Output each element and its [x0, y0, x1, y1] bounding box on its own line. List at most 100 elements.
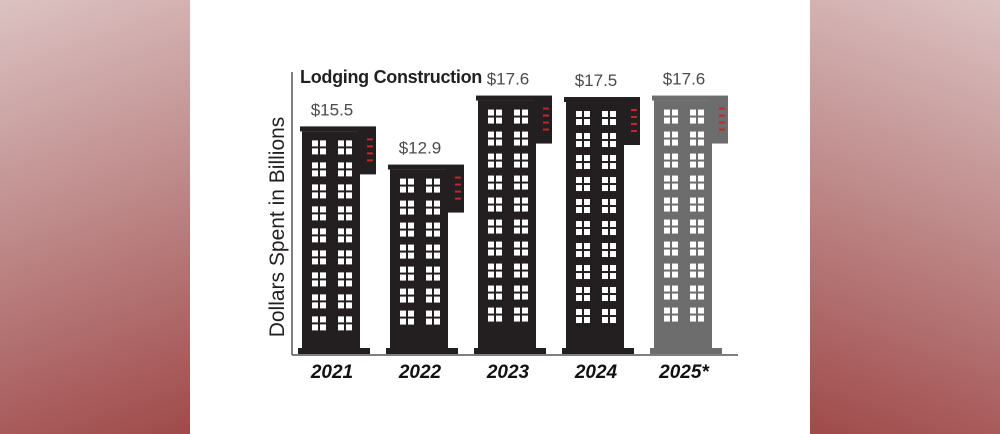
window-pane	[338, 148, 344, 155]
bar-base	[562, 348, 634, 354]
bar-window	[312, 316, 326, 331]
window-pane	[664, 241, 670, 248]
window-pane	[602, 251, 608, 258]
bar-window	[312, 272, 326, 287]
window-pane	[408, 296, 414, 303]
window-pane	[434, 288, 440, 295]
window-pane	[672, 241, 678, 248]
window-pane	[434, 230, 440, 237]
window-pane	[320, 236, 326, 243]
window-pane	[488, 263, 494, 270]
window-pane	[664, 285, 670, 292]
bar-window	[426, 222, 440, 237]
window-pane	[434, 222, 440, 229]
window-pane	[602, 163, 608, 170]
window-pane	[338, 316, 344, 323]
bar-roof	[564, 97, 640, 103]
window-pane	[400, 252, 406, 259]
window-pane	[610, 251, 616, 258]
bar-window	[400, 310, 414, 325]
window-pane	[496, 271, 502, 278]
window-pane	[672, 205, 678, 212]
window-pane	[672, 249, 678, 256]
window-pane	[434, 274, 440, 281]
window-pane	[346, 148, 352, 155]
window-pane	[664, 197, 670, 204]
window-pane	[320, 280, 326, 287]
y-axis-label: Dollars Spent in Billions	[266, 116, 289, 338]
bar-window	[576, 265, 590, 280]
bar-window	[514, 285, 528, 300]
window-pane	[434, 266, 440, 273]
window-pane	[346, 236, 352, 243]
bar-window	[690, 131, 704, 146]
window-pane	[576, 141, 582, 148]
window-pane	[346, 302, 352, 309]
window-pane	[698, 153, 704, 160]
bar-sign-mark	[367, 138, 373, 141]
window-pane	[426, 288, 432, 295]
window-pane	[664, 315, 670, 322]
bar-roof	[388, 164, 464, 170]
window-pane	[690, 153, 696, 160]
bar-window	[576, 133, 590, 148]
window-pane	[690, 197, 696, 204]
window-pane	[320, 214, 326, 221]
window-pane	[488, 293, 494, 300]
window-pane	[320, 258, 326, 265]
bar-window	[426, 288, 440, 303]
window-pane	[698, 197, 704, 204]
window-pane	[698, 249, 704, 256]
window-pane	[664, 109, 670, 116]
window-pane	[426, 186, 432, 193]
window-pane	[690, 241, 696, 248]
window-pane	[346, 324, 352, 331]
bar-sign-mark	[543, 107, 549, 110]
bar-sign-mark	[367, 145, 373, 148]
window-pane	[400, 208, 406, 215]
window-pane	[664, 263, 670, 270]
bar-window	[690, 153, 704, 168]
window-pane	[602, 155, 608, 162]
window-pane	[522, 183, 528, 190]
window-pane	[346, 294, 352, 301]
window-pane	[320, 324, 326, 331]
bar-base	[298, 348, 370, 354]
bar-window	[514, 131, 528, 146]
bars-group: $15.5 2021 $12.9 2022 $17.6 2023 $17.5 2024 $17.…	[298, 70, 728, 383]
window-pane	[346, 214, 352, 221]
window-pane	[346, 228, 352, 235]
bar-window	[602, 265, 616, 280]
window-pane	[690, 183, 696, 190]
window-pane	[584, 317, 590, 324]
window-pane	[610, 287, 616, 294]
bar-window	[602, 111, 616, 126]
window-pane	[488, 183, 494, 190]
bar-base	[650, 348, 722, 354]
bar-window	[690, 307, 704, 322]
bar-window	[602, 199, 616, 214]
window-pane	[400, 266, 406, 273]
bar-window	[338, 316, 352, 331]
window-pane	[576, 251, 582, 258]
window-pane	[426, 200, 432, 207]
bar-building-2024	[562, 97, 640, 355]
window-pane	[408, 178, 414, 185]
window-pane	[610, 119, 616, 126]
window-pane	[434, 318, 440, 325]
window-pane	[698, 117, 704, 124]
window-pane	[576, 111, 582, 118]
window-pane	[320, 302, 326, 309]
window-pane	[312, 294, 318, 301]
window-pane	[400, 288, 406, 295]
window-pane	[690, 227, 696, 234]
window-pane	[488, 197, 494, 204]
window-pane	[408, 222, 414, 229]
bar-sign-mark	[543, 114, 549, 117]
window-pane	[522, 153, 528, 160]
window-pane	[610, 155, 616, 162]
window-pane	[514, 307, 520, 314]
bar-window	[338, 228, 352, 243]
bar-window	[400, 288, 414, 303]
window-pane	[434, 244, 440, 251]
